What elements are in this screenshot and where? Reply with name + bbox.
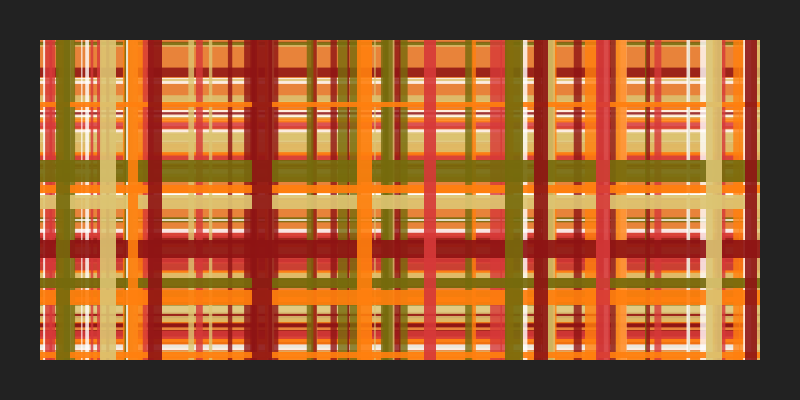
vertical-band: [596, 40, 610, 360]
vertical-band: [505, 40, 523, 360]
horizontal-band: [40, 352, 760, 358]
vertical-band: [745, 40, 757, 360]
vertical-band: [252, 40, 272, 360]
vertical-band: [128, 40, 138, 360]
horizontal-band: [40, 195, 760, 209]
horizontal-band: [40, 278, 760, 288]
vertical-band: [706, 40, 722, 360]
horizontal-band: [40, 160, 760, 182]
vertical-band: [148, 40, 162, 360]
vertical-band: [424, 40, 436, 360]
horizontal-band: [40, 102, 760, 107]
plaid-pattern: [40, 40, 760, 360]
vertical-band: [56, 40, 70, 360]
vertical-band: [534, 40, 548, 360]
horizontal-band: [40, 240, 760, 258]
horizontal-band: [40, 290, 760, 305]
vertical-band: [100, 40, 116, 360]
vertical-band: [357, 40, 372, 360]
horizontal-band: [40, 185, 760, 193]
